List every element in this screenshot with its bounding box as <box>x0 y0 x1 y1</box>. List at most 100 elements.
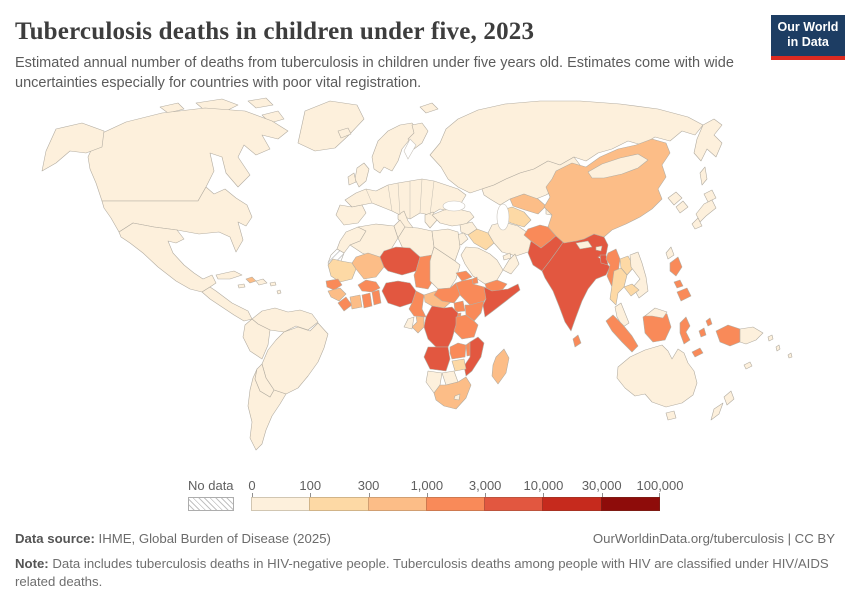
legend-swatch[interactable] <box>484 497 544 511</box>
country-malaysia[interactable] <box>614 302 630 328</box>
country-eritrea[interactable] <box>455 270 473 282</box>
country-philippines[interactable] <box>676 287 692 302</box>
country-ghana[interactable] <box>361 292 373 309</box>
country-cambodia[interactable] <box>623 283 640 297</box>
country-guinea[interactable] <box>327 287 347 302</box>
legend-swatch[interactable] <box>251 497 311 511</box>
country-bangladesh[interactable] <box>599 254 609 266</box>
country-solomon-islands[interactable] <box>767 334 774 342</box>
country-new-caledonia[interactable] <box>743 361 753 370</box>
country-zambia[interactable] <box>449 342 467 360</box>
country-indonesia-papua[interactable] <box>715 324 741 347</box>
country-sri-lanka[interactable] <box>572 334 582 348</box>
country-lesotho[interactable] <box>453 393 461 401</box>
country-uganda[interactable] <box>453 300 466 313</box>
legend-swatch[interactable] <box>309 497 369 511</box>
country-canada-arctic[interactable] <box>247 97 274 109</box>
owid-url-link[interactable]: OurWorldinData.org/tuberculosis | CC BY <box>592 531 835 546</box>
country-somalia[interactable] <box>482 283 521 318</box>
country-puerto-rico[interactable] <box>269 281 277 287</box>
country-indonesia-sulawesi[interactable] <box>679 316 691 345</box>
no-data-swatch[interactable] <box>188 497 234 511</box>
country-australia-tasmania[interactable] <box>665 410 677 421</box>
country-senegal[interactable] <box>325 278 343 291</box>
country-bolivia[interactable] <box>254 363 275 398</box>
country-nepal[interactable] <box>575 240 593 250</box>
country-mauritania[interactable] <box>327 258 357 283</box>
country-canada[interactable] <box>87 107 289 202</box>
country-north-korea[interactable] <box>667 191 683 206</box>
country-timor-leste[interactable] <box>691 347 704 358</box>
country-nigeria[interactable] <box>381 280 417 308</box>
country-japan[interactable] <box>695 199 717 223</box>
legend-swatch[interactable] <box>600 497 660 511</box>
country-new-zealand[interactable] <box>723 390 735 406</box>
country-philippines[interactable] <box>673 279 684 289</box>
country-lesser-antilles[interactable] <box>276 289 282 295</box>
country-central-america[interactable] <box>201 286 253 322</box>
country-greenland[interactable] <box>297 100 365 152</box>
country-ireland[interactable] <box>347 172 357 186</box>
country-uzbekistan[interactable] <box>509 193 547 215</box>
country-south-sudan[interactable] <box>433 282 461 304</box>
country-philippines[interactable] <box>669 256 683 277</box>
country-united-kingdom[interactable] <box>354 162 370 188</box>
country-norway-sweden[interactable] <box>371 122 419 174</box>
legend-swatch[interactable] <box>425 497 486 511</box>
country-dr-congo[interactable] <box>423 305 459 348</box>
country-papua-new-guinea[interactable] <box>739 326 764 345</box>
country-thailand[interactable] <box>609 267 628 306</box>
country-russia-sakhalin[interactable] <box>699 166 708 186</box>
country-fiji[interactable] <box>787 352 793 359</box>
country-cote-divoire[interactable] <box>349 294 363 310</box>
country-russia-far-east[interactable] <box>693 118 723 162</box>
country-svalbard[interactable] <box>419 102 439 114</box>
country-indonesia-sumatra[interactable] <box>605 314 639 353</box>
country-tanzania[interactable] <box>453 314 479 340</box>
country-indonesia-maluku[interactable] <box>705 317 713 327</box>
country-mexico[interactable] <box>118 222 217 293</box>
country-japan[interactable] <box>703 189 717 203</box>
country-japan[interactable] <box>691 217 703 230</box>
black-sea <box>442 200 466 212</box>
country-uae[interactable] <box>502 252 512 261</box>
country-canada-arctic[interactable] <box>159 102 185 114</box>
country-iceland[interactable] <box>337 127 352 139</box>
country-brazil[interactable] <box>261 322 329 395</box>
country-bhutan[interactable] <box>595 245 603 252</box>
country-vanuatu[interactable] <box>775 344 781 352</box>
country-indonesia-maluku[interactable] <box>698 327 707 338</box>
country-iran[interactable] <box>487 221 535 257</box>
country-south-africa[interactable] <box>433 376 472 410</box>
country-oman[interactable] <box>502 253 520 275</box>
country-cameroon[interactable] <box>408 290 427 318</box>
country-madagascar[interactable] <box>491 348 510 385</box>
country-australia[interactable] <box>616 344 698 408</box>
legend-swatch[interactable] <box>367 497 427 511</box>
country-taiwan[interactable] <box>665 246 675 260</box>
country-zimbabwe[interactable] <box>451 358 467 372</box>
country-usa-alaska[interactable] <box>41 122 105 172</box>
country-south-korea[interactable] <box>675 200 689 214</box>
country-haiti[interactable] <box>245 276 257 284</box>
country-spain-portugal[interactable] <box>335 204 367 226</box>
legend-swatch[interactable] <box>542 497 602 511</box>
country-gabon[interactable] <box>403 316 415 330</box>
country-congo[interactable] <box>411 315 425 334</box>
country-angola[interactable] <box>423 346 451 372</box>
owid-logo[interactable]: Our World in Data <box>771 15 845 60</box>
legend-no-data[interactable]: No data <box>188 478 234 511</box>
country-new-zealand[interactable] <box>710 402 724 421</box>
country-togo-benin[interactable] <box>371 289 382 306</box>
country-dominican-republic[interactable] <box>255 278 268 286</box>
country-cuba[interactable] <box>215 270 243 280</box>
country-peru[interactable] <box>242 318 271 360</box>
country-mali[interactable] <box>351 252 385 280</box>
country-malaysia-borneo[interactable] <box>644 307 668 319</box>
country-jamaica[interactable] <box>237 283 246 289</box>
country-mongolia[interactable] <box>587 153 649 179</box>
country-mozambique[interactable] <box>463 336 485 377</box>
country-niger[interactable] <box>379 246 421 276</box>
country-burkina-faso[interactable] <box>357 279 381 293</box>
